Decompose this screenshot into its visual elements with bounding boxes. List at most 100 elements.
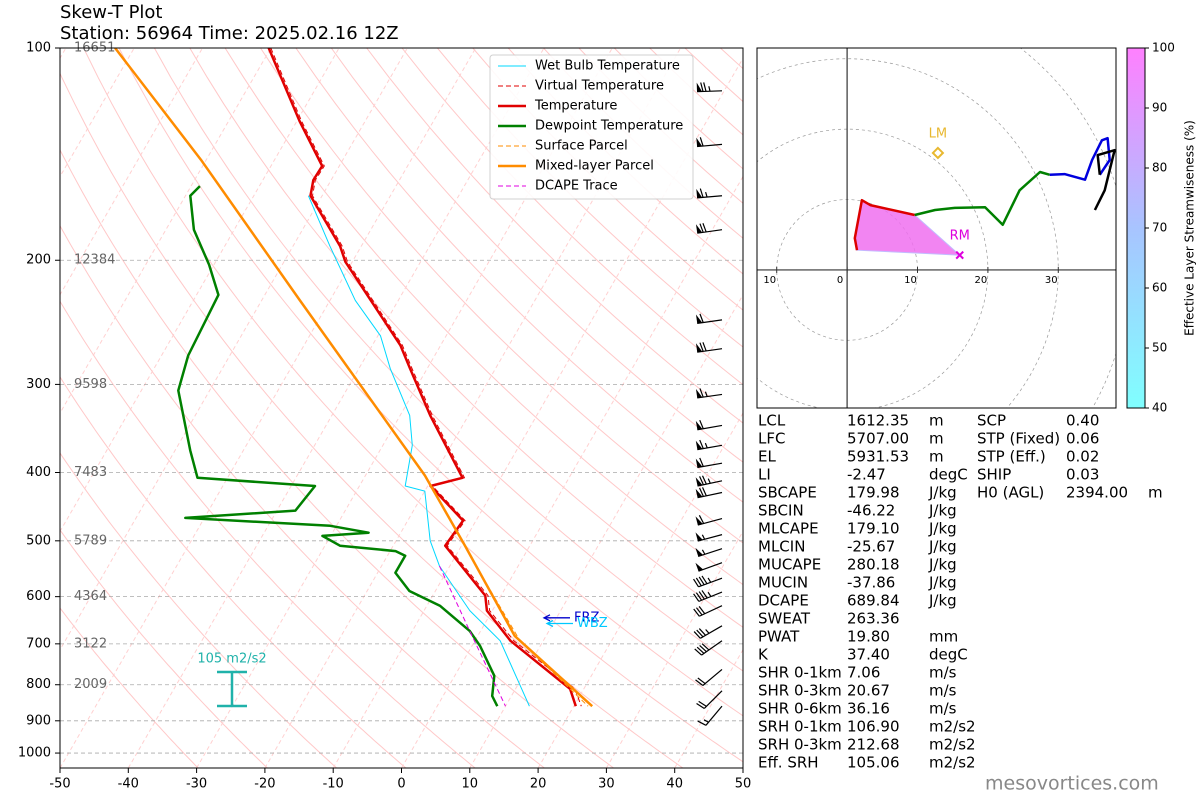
x-tick-label: 30 xyxy=(598,777,615,792)
param-value: 20.67 xyxy=(847,682,890,700)
y-tick-label: 500 xyxy=(26,533,51,548)
x-tick-label: -20 xyxy=(254,777,275,792)
barb-staff xyxy=(697,518,723,526)
isotherm xyxy=(196,48,613,768)
barb-flag xyxy=(695,458,703,468)
y-tick-label: 300 xyxy=(26,377,51,392)
barb-staff xyxy=(697,229,723,234)
x-tick-label: -40 xyxy=(118,777,139,792)
barb-full xyxy=(695,607,703,616)
x-tick-label: 10 xyxy=(462,777,479,792)
param-label: DCAPE xyxy=(758,592,809,610)
dry-adiabat xyxy=(60,529,268,768)
barb-flag xyxy=(695,389,703,398)
barb-full xyxy=(701,487,707,497)
param-unit: degC xyxy=(929,466,968,484)
colorbar-tick-label: 60 xyxy=(1152,281,1167,295)
hodograph-frame xyxy=(756,47,1117,409)
barb-full xyxy=(702,223,707,233)
dry-adiabat xyxy=(401,48,743,386)
param-label: LFC xyxy=(758,430,785,448)
param-unit: m xyxy=(929,448,944,466)
barb-half xyxy=(701,549,706,555)
param-unit: m2/s2 xyxy=(929,754,976,772)
plot-frame xyxy=(59,47,744,769)
barb-full xyxy=(696,629,704,638)
param-unit: m2/s2 xyxy=(929,718,976,736)
x-tick-label: -10 xyxy=(323,777,344,792)
param-unit: J/kg xyxy=(928,556,957,574)
legend-label: Virtual Temperature xyxy=(535,79,664,94)
height-label: 2009 xyxy=(74,677,107,692)
level-arrow-head xyxy=(545,619,554,628)
barb-full xyxy=(697,720,707,726)
barb-flag xyxy=(696,82,703,92)
storm-motion-label: LM xyxy=(929,126,947,141)
barb-full xyxy=(699,644,707,653)
wind-barb xyxy=(695,342,723,353)
param-label: MUCAPE xyxy=(758,556,821,574)
level-arrow-head xyxy=(542,614,551,622)
param-value: -46.22 xyxy=(847,502,895,520)
param-value: -37.86 xyxy=(847,574,895,592)
wind-barb xyxy=(695,668,723,686)
barb-flag xyxy=(695,477,703,486)
barb-full xyxy=(698,515,705,524)
legend-label: Dewpoint Temperature xyxy=(535,119,683,134)
isotherm xyxy=(332,57,743,768)
isotherm xyxy=(60,48,477,768)
level-label: WBZ xyxy=(577,616,608,631)
x-tick-label: 20 xyxy=(530,777,547,792)
barb-full xyxy=(698,628,706,636)
dry-adiabat xyxy=(60,224,545,768)
param-unit: J/kg xyxy=(928,538,957,556)
wind-barb xyxy=(695,562,723,572)
barb-full xyxy=(699,439,704,449)
param-value: -25.67 xyxy=(847,538,895,556)
legend-label: Mixed-layer Parcel xyxy=(535,159,654,174)
chart-title: Skew-T Plot xyxy=(60,2,163,23)
profile-line xyxy=(307,195,530,707)
wind-barb xyxy=(693,575,723,588)
hodograph-tick-label: 10 xyxy=(763,275,776,286)
x-tick-label: -30 xyxy=(186,777,207,792)
param-value: 5931.53 xyxy=(847,448,909,466)
barb-full xyxy=(694,648,702,656)
legend-box xyxy=(489,54,694,200)
wind-barb xyxy=(696,188,723,199)
barb-full xyxy=(699,487,704,497)
hodograph-tick-label: 10 xyxy=(904,275,917,286)
dry-adiabat xyxy=(437,48,743,348)
param-value: 689.84 xyxy=(847,592,900,610)
barb-staff xyxy=(701,640,723,656)
wind-barb xyxy=(693,625,723,639)
wind-barb xyxy=(694,640,723,656)
param-unit: degC xyxy=(929,646,968,664)
param-label: SBCAPE xyxy=(758,484,817,502)
hodograph-trace xyxy=(914,170,1051,227)
param-unit: J/kg xyxy=(928,484,957,502)
height-label: 5789 xyxy=(74,533,107,548)
y-tick-label: 800 xyxy=(26,677,51,692)
param-label: MLCAPE xyxy=(758,520,819,538)
param-label: SHR 0-6km xyxy=(758,700,842,718)
storm-motion-marker xyxy=(931,146,945,160)
barb-flag xyxy=(695,343,703,353)
barb-staff xyxy=(702,668,723,686)
wind-barb xyxy=(693,605,723,617)
wind-barb xyxy=(695,388,723,399)
barb-full xyxy=(701,643,710,651)
wind-barb xyxy=(695,475,723,487)
dry-adiabat xyxy=(260,48,743,544)
barb-half xyxy=(704,391,708,397)
barb-full xyxy=(693,578,700,588)
legend-label: Surface Parcel xyxy=(535,139,628,154)
profile-line xyxy=(270,48,582,707)
dry-adiabat xyxy=(366,48,743,424)
wind-barb xyxy=(696,82,723,93)
param-label: STP (Eff.) xyxy=(977,448,1046,466)
height-label: 12384 xyxy=(74,253,115,268)
barb-full xyxy=(698,700,707,707)
param-value: 280.18 xyxy=(847,556,900,574)
barb-staff xyxy=(697,195,723,199)
